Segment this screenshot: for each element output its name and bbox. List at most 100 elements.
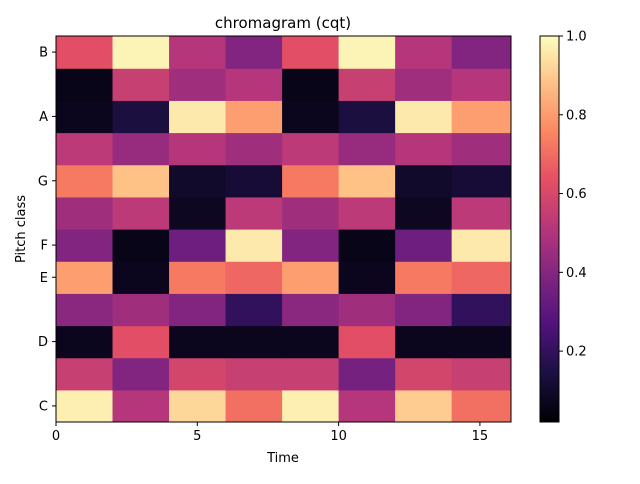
x-tick-label: 10 bbox=[330, 429, 347, 444]
heatmap-cell bbox=[395, 325, 453, 359]
colorbar bbox=[540, 36, 559, 422]
heatmap-cell bbox=[169, 132, 227, 166]
heatmap-cell bbox=[169, 68, 227, 101]
heatmap-cell bbox=[451, 261, 511, 294]
heatmap-cell bbox=[395, 196, 453, 230]
heatmap-cell bbox=[338, 229, 396, 262]
heatmap-cell bbox=[282, 68, 340, 101]
heatmap-cell bbox=[451, 389, 511, 422]
heatmap-cell bbox=[56, 196, 114, 230]
heatmap-cell bbox=[225, 325, 283, 359]
x-axis-label: Time bbox=[266, 451, 299, 466]
heatmap-cell bbox=[451, 229, 511, 262]
heatmap-cell bbox=[112, 100, 170, 134]
heatmap-cell bbox=[56, 357, 114, 391]
heatmap-cell bbox=[225, 389, 283, 422]
colorbar-tick-label: 1.0 bbox=[566, 30, 587, 45]
heatmap-cell bbox=[451, 164, 511, 198]
y-tick-label: F bbox=[41, 239, 48, 254]
heatmap-cell bbox=[225, 261, 283, 294]
heatmap-cell bbox=[56, 389, 114, 422]
heatmap-cell bbox=[169, 36, 227, 69]
heatmap-cell bbox=[56, 261, 114, 294]
heatmap-cell bbox=[169, 164, 227, 198]
heatmap-cell bbox=[395, 100, 453, 134]
heatmap-cell bbox=[338, 132, 396, 166]
heatmap-cell bbox=[225, 229, 283, 262]
heatmap-cell bbox=[338, 389, 396, 422]
heatmap-cell bbox=[225, 36, 283, 69]
heatmap-cell bbox=[451, 100, 511, 134]
heatmap-cell bbox=[338, 100, 396, 134]
heatmap-cell bbox=[112, 229, 170, 262]
heatmap-cell bbox=[282, 229, 340, 262]
heatmap-cell bbox=[56, 325, 114, 359]
heatmap-cell bbox=[451, 196, 511, 230]
heatmap-cell bbox=[169, 293, 227, 327]
colorbar-tick-label: 0.6 bbox=[566, 187, 587, 202]
heatmap-cell bbox=[395, 389, 453, 422]
heatmap-cell bbox=[56, 100, 114, 134]
heatmap-cell bbox=[56, 229, 114, 262]
heatmap-cell bbox=[56, 293, 114, 327]
heatmap-cell bbox=[338, 325, 396, 359]
heatmap-cell bbox=[112, 293, 170, 327]
heatmap-cell bbox=[395, 164, 453, 198]
heatmap-cell bbox=[282, 36, 340, 69]
heatmap-cell bbox=[338, 293, 396, 327]
heatmap-cell bbox=[225, 100, 283, 134]
heatmap-cell bbox=[56, 132, 114, 166]
heatmap-cell bbox=[225, 164, 283, 198]
colorbar-tick-label: 0.2 bbox=[566, 345, 587, 360]
heatmap-cell bbox=[451, 68, 511, 101]
heatmap-cell bbox=[169, 325, 227, 359]
heatmap-cell bbox=[282, 132, 340, 166]
heatmap-cell bbox=[169, 229, 227, 262]
heatmap-cells bbox=[56, 36, 511, 422]
heatmap-cell bbox=[282, 357, 340, 391]
y-tick-label: G bbox=[38, 174, 48, 189]
heatmap-cell bbox=[225, 196, 283, 230]
heatmap-cell bbox=[112, 68, 170, 101]
heatmap-cell bbox=[112, 261, 170, 294]
colorbar-tick-label: 0.4 bbox=[566, 266, 587, 281]
heatmap-cell bbox=[282, 389, 340, 422]
heatmap-cell bbox=[112, 164, 170, 198]
heatmap-cell bbox=[282, 164, 340, 198]
y-axis: C D E F G A B bbox=[38, 46, 56, 414]
heatmap-cell bbox=[112, 36, 170, 69]
heatmap-cell bbox=[225, 132, 283, 166]
heatmap-cell bbox=[395, 261, 453, 294]
heatmap-cell bbox=[451, 357, 511, 391]
y-tick-label: C bbox=[39, 399, 48, 414]
heatmap-cell bbox=[395, 132, 453, 166]
heatmap-cell bbox=[338, 36, 396, 69]
heatmap-cell bbox=[338, 261, 396, 294]
heatmap-cell bbox=[112, 357, 170, 391]
heatmap-cell bbox=[282, 196, 340, 230]
chart-title: chromagram (cqt) bbox=[215, 14, 351, 32]
heatmap-cell bbox=[169, 100, 227, 134]
colorbar-frame bbox=[539, 35, 560, 423]
x-axis: 0 5 10 15 bbox=[52, 422, 488, 444]
heatmap-cell bbox=[169, 389, 227, 422]
heatmap-cell bbox=[282, 100, 340, 134]
heatmap-cell bbox=[451, 293, 511, 327]
heatmap-cell bbox=[112, 325, 170, 359]
heatmap-cell bbox=[338, 164, 396, 198]
heatmap-cell bbox=[395, 293, 453, 327]
y-tick-label: D bbox=[38, 335, 48, 350]
heatmap-cell bbox=[112, 196, 170, 230]
heatmap-cell bbox=[169, 196, 227, 230]
heatmap-cell bbox=[395, 229, 453, 262]
heatmap-cell bbox=[395, 357, 453, 391]
heatmap-cell bbox=[225, 293, 283, 327]
heatmap-cell bbox=[112, 132, 170, 166]
heatmap-cell bbox=[282, 261, 340, 294]
colorbar-tick-label: 0.8 bbox=[566, 108, 587, 123]
x-tick-label: 5 bbox=[193, 429, 201, 444]
y-tick-label: B bbox=[39, 46, 48, 61]
heatmap-cell bbox=[56, 164, 114, 198]
colorbar-ticks: 0.2 0.4 0.6 0.8 1.0 bbox=[559, 30, 587, 360]
